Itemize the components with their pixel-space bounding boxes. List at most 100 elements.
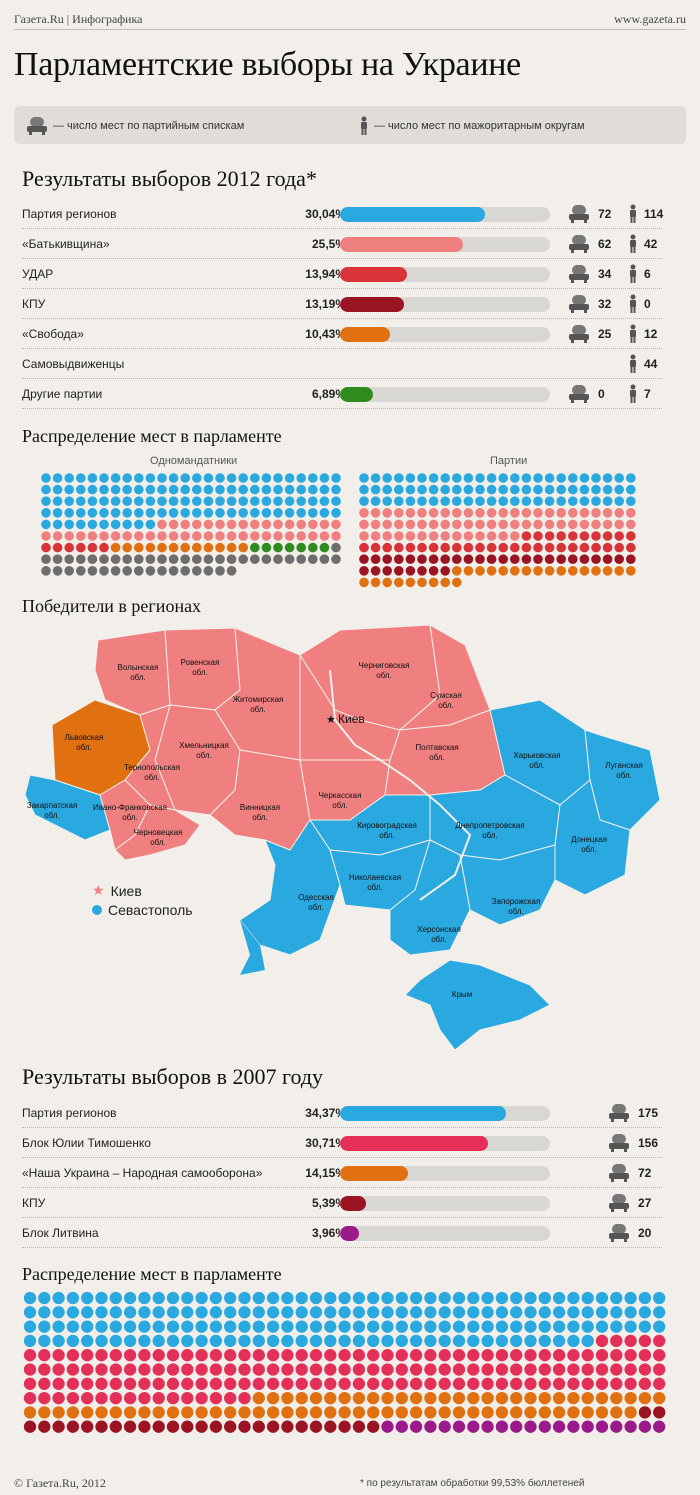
seat-dot (145, 566, 156, 576)
seat-dot (428, 484, 439, 495)
seat-dot (653, 1363, 666, 1376)
seat-dot (192, 508, 202, 518)
seat-dot (382, 519, 393, 530)
district-seats: 7 (644, 387, 651, 401)
seat-dot (524, 1306, 537, 1319)
seat-dot (510, 1420, 523, 1433)
row-divider (22, 378, 662, 379)
seat-dot (99, 554, 109, 564)
seat-dot (481, 1406, 494, 1419)
bar-track (340, 297, 550, 312)
seat-dot (152, 1391, 165, 1405)
seat-dot (440, 542, 451, 553)
seat-dot (168, 473, 179, 483)
seat-dot (250, 473, 260, 483)
seat-dot (309, 1363, 323, 1376)
seat-dot (145, 496, 156, 506)
seat-dot (424, 1420, 437, 1433)
seat-dot (81, 1320, 94, 1333)
seat-dot (266, 1391, 280, 1405)
seat-dot (367, 1406, 380, 1419)
seat-dot (567, 1420, 580, 1433)
seat-dot (510, 1377, 523, 1390)
party-percent: 34,37% (305, 1106, 346, 1120)
seat-dot (41, 566, 51, 576)
key-sevastopol-dot-icon (92, 905, 102, 915)
seat-dot (23, 1363, 37, 1376)
seat-dot (591, 531, 601, 541)
region-odesa[interactable] (239, 819, 341, 956)
region-chernivtsi[interactable] (114, 804, 201, 861)
seat-dot (367, 1291, 380, 1305)
party-name: Блок Юлии Тимошенко (22, 1136, 151, 1150)
brand-label[interactable]: Газета.Ru | Инфографика (14, 12, 143, 26)
seat-dot (452, 496, 462, 506)
site-link[interactable]: www.gazeta.ru (614, 12, 686, 26)
party-name: Другие партии (22, 387, 103, 401)
seat-dot (195, 1377, 208, 1390)
seat-dot (52, 484, 63, 495)
region-zaporizhzhia[interactable] (459, 844, 556, 926)
seat-dot (498, 542, 509, 553)
seat-dot (66, 1406, 80, 1419)
district-seats: 114 (644, 207, 664, 221)
seat-dot (524, 1420, 537, 1433)
row-divider (22, 1157, 662, 1158)
seat-dot (145, 554, 156, 564)
seat-dot (64, 542, 74, 553)
seat-dot (76, 508, 86, 518)
seat-dot (224, 1363, 237, 1376)
seat-dot (409, 1291, 423, 1305)
seat-dot (626, 542, 636, 553)
result-row: УДАР 13,94% 34 6 (22, 264, 662, 286)
region-crimea[interactable] (404, 959, 551, 1051)
seat-dot (591, 542, 601, 553)
seat-dot (544, 519, 555, 530)
seat-dot (394, 508, 404, 518)
seat-dot (538, 1349, 551, 1362)
seat-dot (359, 531, 369, 541)
seat-dot (395, 1334, 408, 1348)
seat-dot (238, 554, 248, 564)
seat-dot (66, 1306, 80, 1319)
seat-dot (203, 519, 214, 530)
seat-dot (238, 1320, 251, 1333)
seat-dot (438, 1377, 451, 1390)
seat-dot (382, 508, 393, 518)
seat-dot (556, 566, 566, 576)
seat-dot (122, 473, 132, 483)
seat-dot (440, 473, 451, 483)
seat-dot (319, 531, 330, 541)
party-name: Партия регионов (22, 207, 117, 221)
seat-icon (608, 1133, 630, 1156)
seat-dot (475, 531, 485, 541)
seat-dot (452, 566, 462, 576)
seat-dot (157, 508, 167, 518)
region-zakarpattia[interactable] (24, 774, 111, 841)
party-percent: 10,43% (305, 327, 346, 341)
seat-dot (544, 531, 555, 541)
seat-dot (624, 1349, 637, 1362)
seat-dot (324, 1320, 337, 1333)
seat-dot (331, 542, 341, 553)
seat-dot (309, 1391, 323, 1405)
seat-dot (595, 1306, 609, 1319)
seat-dot (122, 531, 132, 541)
seat-dot (295, 1377, 308, 1390)
seat-dot (296, 484, 307, 495)
seat-dot (166, 1320, 180, 1333)
seat-dot (261, 473, 272, 483)
seat-dot (295, 1349, 308, 1362)
seat-dot (524, 1320, 537, 1333)
seat-dot (266, 1334, 280, 1348)
seat-dot (308, 542, 318, 553)
seat-dot (38, 1363, 51, 1376)
seat-dot (281, 1391, 294, 1405)
region-kherson[interactable] (389, 839, 471, 956)
seat-dot (266, 1406, 280, 1419)
district-seats: 6 (644, 267, 651, 281)
seat-dot (195, 1320, 208, 1333)
seat-dot (428, 542, 439, 553)
seat-dot (417, 542, 427, 553)
seat-dot (226, 566, 237, 576)
